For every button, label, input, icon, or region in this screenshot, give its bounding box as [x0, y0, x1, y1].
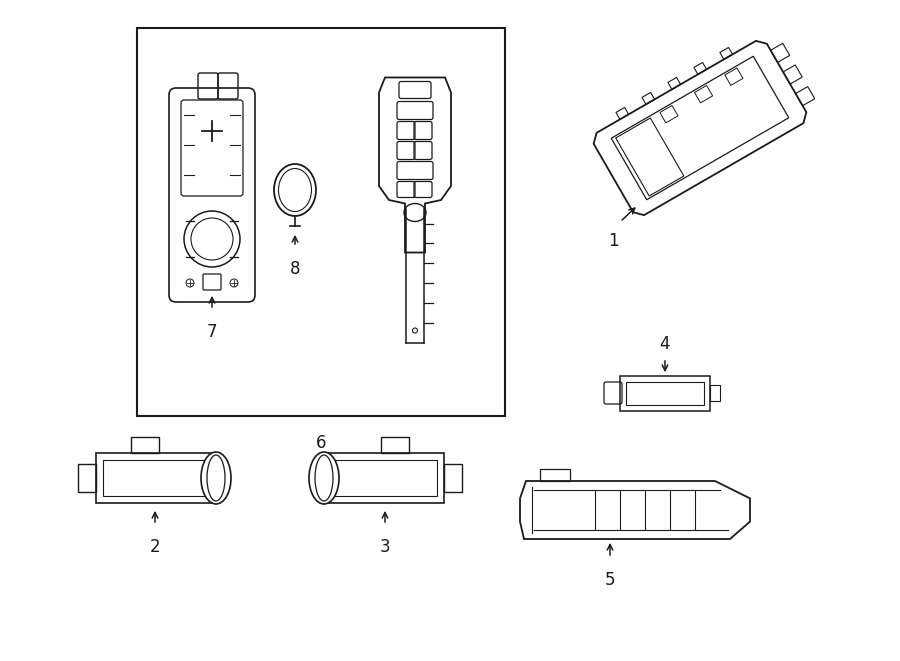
- Text: 7: 7: [207, 323, 217, 341]
- Bar: [626, 381, 704, 405]
- Text: 6: 6: [316, 434, 326, 452]
- Bar: [326, 453, 444, 503]
- Text: 4: 4: [660, 335, 670, 353]
- Text: 5: 5: [605, 571, 616, 589]
- Bar: [620, 375, 710, 410]
- Bar: [444, 464, 462, 492]
- Bar: [131, 437, 159, 453]
- Bar: [137, 28, 505, 416]
- Text: 8: 8: [290, 260, 301, 278]
- Ellipse shape: [309, 452, 339, 504]
- Bar: [710, 385, 720, 401]
- Text: 1: 1: [608, 232, 618, 250]
- Bar: [540, 469, 570, 481]
- Text: 2: 2: [149, 538, 160, 556]
- Text: 3: 3: [380, 538, 391, 556]
- Bar: [333, 460, 437, 496]
- Bar: [96, 453, 214, 503]
- Bar: [78, 464, 96, 492]
- Ellipse shape: [201, 452, 231, 504]
- Bar: [381, 437, 409, 453]
- Bar: [103, 460, 207, 496]
